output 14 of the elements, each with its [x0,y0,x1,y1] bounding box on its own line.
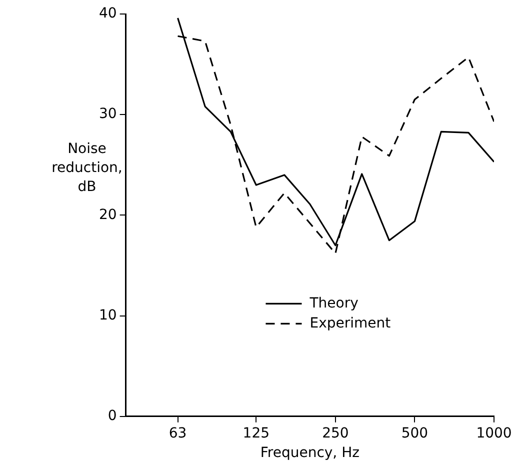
x-tick-label: 63 [168,425,187,442]
y-tick-label: 10 [98,307,117,324]
y-tick-label: 0 [108,408,117,424]
x-tick-label: 500 [401,425,428,442]
x-tick-label: 125 [242,425,270,442]
x-axis-title: Frequency, Hz [260,445,360,462]
y-tick-label: 30 [98,106,117,122]
x-tick-label: 1000 [476,425,512,442]
legend-label: Theory [308,295,358,312]
x-tick-label: 250 [322,425,349,442]
y-tick-label: 20 [98,206,117,223]
y-axis-title: Noise reduction, dB [50,140,124,197]
y-tick-label: 40 [98,6,117,22]
legend-label: Experiment [310,315,392,332]
